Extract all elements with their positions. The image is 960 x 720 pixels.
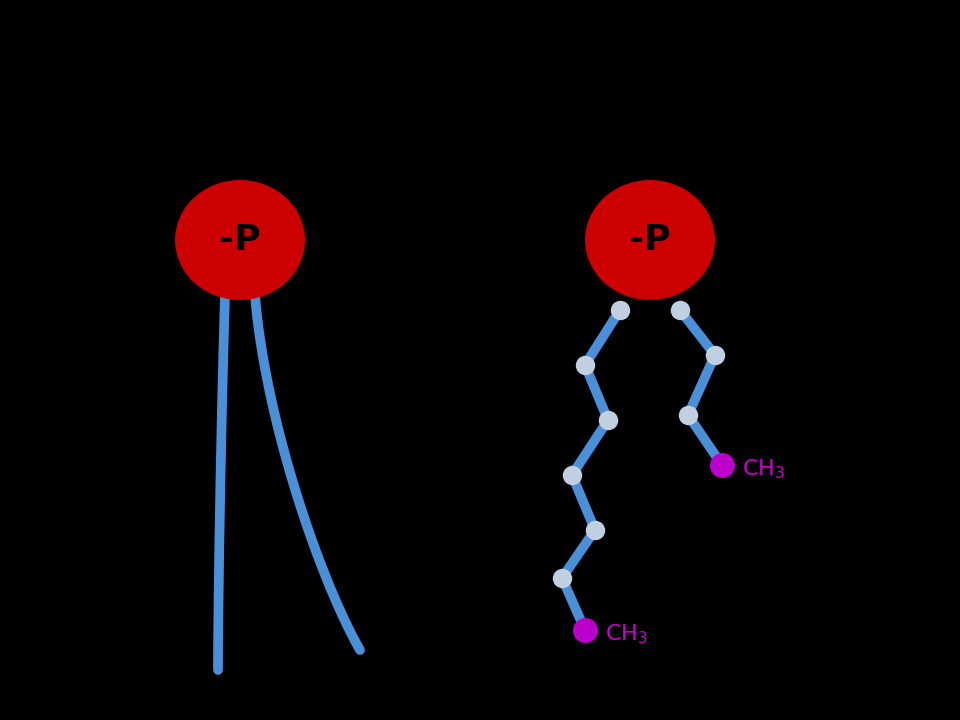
Text: CH$_3$: CH$_3$	[605, 622, 648, 646]
Text: -P: -P	[219, 223, 261, 257]
Ellipse shape	[175, 180, 305, 300]
Text: CH$_3$: CH$_3$	[742, 457, 785, 481]
Ellipse shape	[585, 180, 715, 300]
Text: -P: -P	[629, 223, 671, 257]
